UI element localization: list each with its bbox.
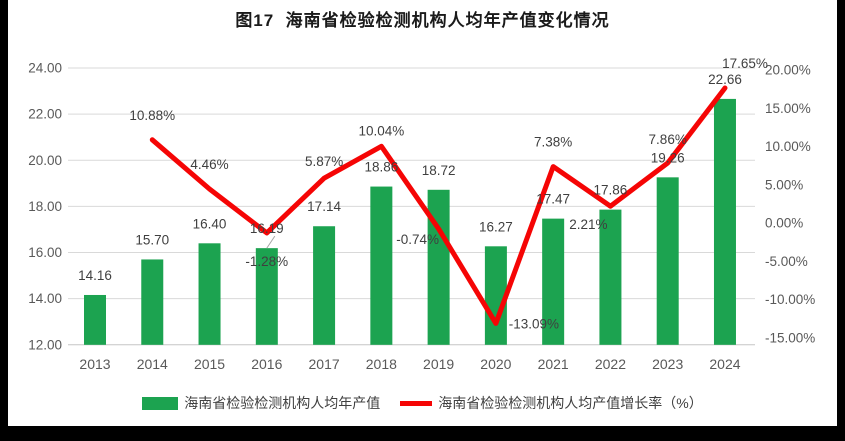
bar-2021 xyxy=(542,218,565,345)
bar-label-2019: 18.72 xyxy=(422,163,456,178)
legend-line-swatch xyxy=(400,400,433,406)
right-axis-tick: 15.00% xyxy=(765,101,811,116)
chart-title: 图17 海南省检验检测机构人均年产值变化情况 xyxy=(235,11,610,30)
line-label-2016: -1.28% xyxy=(245,254,288,269)
bar-label-2020: 16.27 xyxy=(479,219,513,234)
line-label-2020: -13.09% xyxy=(509,316,559,331)
legend-line-label: 海南省检验检测机构人均产值增长率（%） xyxy=(438,395,703,411)
x-axis-label-2015: 2015 xyxy=(194,356,225,372)
line-label-2015: 4.46% xyxy=(190,157,228,172)
line-label-2017: 5.87% xyxy=(305,154,343,169)
bar-2024 xyxy=(713,98,736,345)
legend: 海南省检验检测机构人均年产值 海南省检验检测机构人均产值增长率（%） xyxy=(8,393,837,413)
line-label-2019: -0.74% xyxy=(396,232,439,247)
line-label-2023: 7.86% xyxy=(649,132,687,147)
bar-label-2013: 14.16 xyxy=(78,268,112,283)
x-axis-label-2022: 2022 xyxy=(595,356,626,372)
bar-2020 xyxy=(484,246,507,345)
bar-2015 xyxy=(198,243,221,345)
left-axis-tick: 14.00 xyxy=(28,291,62,306)
bar-label-2024: 22.66 xyxy=(708,72,742,87)
bar-label-2014: 15.70 xyxy=(135,232,169,247)
bar-label-2016: 16.19 xyxy=(250,221,284,236)
x-axis-label-2023: 2023 xyxy=(652,356,683,372)
x-axis-label-2016: 2016 xyxy=(251,356,282,372)
right-axis-tick: 5.00% xyxy=(765,177,803,192)
bar-2023 xyxy=(656,177,679,345)
legend-bar-label: 海南省检验检测机构人均年产值 xyxy=(184,395,381,411)
right-axis-tick: -15.00% xyxy=(765,331,815,346)
growth-line xyxy=(149,85,728,326)
x-axis-label-2024: 2024 xyxy=(709,356,740,372)
right-axis-tick: 0.00% xyxy=(765,216,803,231)
left-axis-tick: 24.00 xyxy=(28,61,62,76)
bar-2017 xyxy=(313,226,336,345)
bar-2019 xyxy=(427,189,450,345)
plot-area: 24.00 22.00 20.00 18.00 16.00 14.00 12.00 20.00… xyxy=(28,56,815,372)
bar-2013 xyxy=(84,294,106,345)
right-axis-tick: 10.00% xyxy=(765,139,811,154)
bar-label-2022: 17.86 xyxy=(594,183,628,198)
line-label-2022: 2.21% xyxy=(569,217,607,232)
bar-2022 xyxy=(599,209,622,345)
left-axis-tick: 22.00 xyxy=(28,107,62,122)
right-axis-tick: -10.00% xyxy=(765,292,815,307)
bar-2014 xyxy=(141,259,164,345)
legend-bar-swatch xyxy=(142,396,179,410)
bar-label-2023: 19.26 xyxy=(651,150,685,165)
bar-2018 xyxy=(370,186,393,345)
line-label-2024: 17.65% xyxy=(722,56,768,71)
x-axis-label-2021: 2021 xyxy=(538,356,569,372)
x-axis-label-2014: 2014 xyxy=(137,356,168,372)
bar-label-2018: 18.86 xyxy=(364,160,398,175)
bar-label-2021: 17.47 xyxy=(536,192,570,207)
x-axis-label-2020: 2020 xyxy=(480,356,511,372)
x-axis-label-2019: 2019 xyxy=(423,356,454,372)
line-label-2014: 10.88% xyxy=(129,108,175,123)
x-axis-label-2013: 2013 xyxy=(79,356,110,372)
x-axis-label-2017: 2017 xyxy=(309,356,340,372)
x-axis-label-2018: 2018 xyxy=(366,356,397,372)
line-label-2021: 7.38% xyxy=(534,135,572,150)
right-axis-tick: 20.00% xyxy=(765,63,811,78)
chart-canvas: 图17 海南省检验检测机构人均年产值变化情况 24.00 22.00 20.00 18… xyxy=(8,0,837,426)
right-axis-tick: -5.00% xyxy=(765,254,808,269)
left-axis-tick: 12.00 xyxy=(28,337,62,352)
bar-2016 xyxy=(255,248,278,345)
left-axis-tick: 20.00 xyxy=(28,153,62,168)
bar-label-2015: 16.40 xyxy=(193,216,227,231)
label-leader-line xyxy=(266,235,276,249)
left-axis-tick: 16.00 xyxy=(28,245,62,260)
left-axis-tick: 18.00 xyxy=(28,199,62,214)
bar-label-2017: 17.14 xyxy=(307,199,341,214)
line-label-2018: 10.04% xyxy=(358,123,404,138)
